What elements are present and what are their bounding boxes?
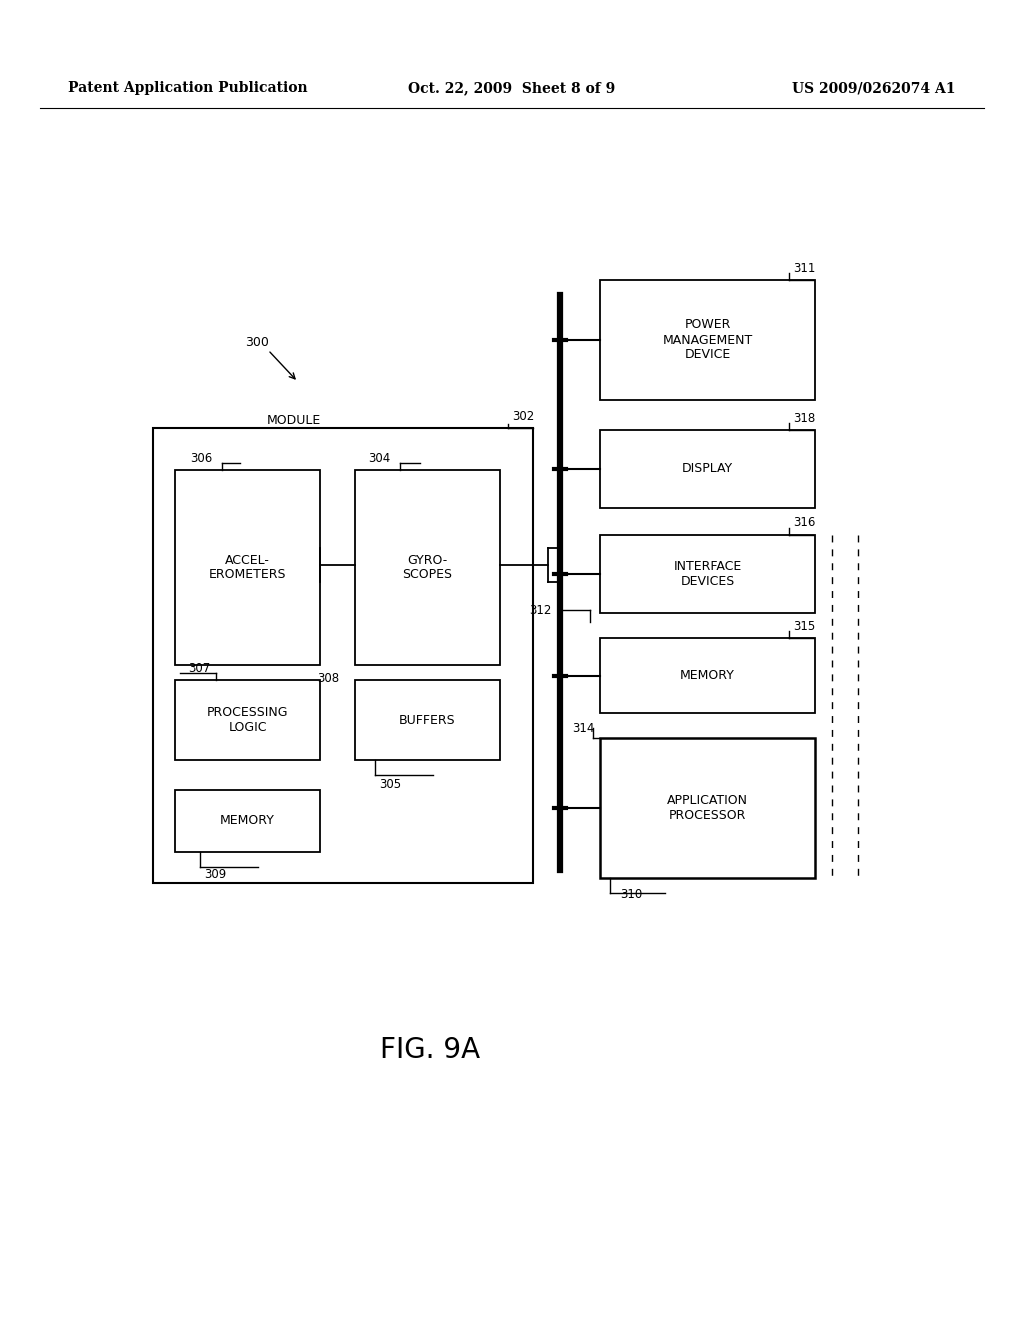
Text: 308: 308: [317, 672, 339, 685]
Text: 315: 315: [793, 619, 815, 632]
Text: 300: 300: [245, 335, 269, 348]
Bar: [175, 680, 319, 760]
Text: GYRO-
SCOPES: GYRO- SCOPES: [402, 553, 453, 582]
Text: 307: 307: [188, 661, 210, 675]
Text: 306: 306: [190, 451, 212, 465]
Text: DISPLAY: DISPLAY: [682, 462, 733, 475]
Text: 305: 305: [379, 779, 401, 792]
Text: ACCEL-
EROМETERS: ACCEL- EROМETERS: [209, 553, 287, 582]
Text: MEMORY: MEMORY: [680, 669, 735, 682]
Text: Patent Application Publication: Patent Application Publication: [68, 81, 307, 95]
Text: US 2009/0262074 A1: US 2009/0262074 A1: [793, 81, 956, 95]
Text: MODULE: MODULE: [267, 413, 322, 426]
Text: BUFFERS: BUFFERS: [399, 714, 456, 726]
Text: INTERFACE
DEVICES: INTERFACE DEVICES: [674, 560, 741, 587]
Bar: [600, 280, 815, 400]
Bar: [355, 680, 500, 760]
Bar: [600, 430, 815, 508]
Text: 312: 312: [528, 603, 551, 616]
Bar: [355, 470, 500, 665]
Bar: [153, 428, 534, 883]
Bar: [175, 470, 319, 665]
Text: 304: 304: [368, 451, 390, 465]
Text: POWER
MANAGEMENT
DEVICE: POWER MANAGEMENT DEVICE: [663, 318, 753, 362]
Text: APPLICATION
PROCESSOR: APPLICATION PROCESSOR: [667, 795, 748, 822]
Bar: [600, 535, 815, 612]
Text: MEMORY: MEMORY: [220, 814, 274, 828]
Text: FIG. 9A: FIG. 9A: [380, 1036, 480, 1064]
Text: 309: 309: [204, 869, 226, 882]
Text: 302: 302: [512, 409, 535, 422]
Text: 316: 316: [793, 516, 815, 529]
Text: 314: 314: [572, 722, 594, 734]
Bar: [175, 789, 319, 851]
Bar: [600, 738, 815, 878]
Text: 311: 311: [793, 261, 815, 275]
Text: 310: 310: [620, 888, 642, 902]
Bar: [600, 638, 815, 713]
Text: Oct. 22, 2009  Sheet 8 of 9: Oct. 22, 2009 Sheet 8 of 9: [409, 81, 615, 95]
Text: PROCESSING
LOGIC: PROCESSING LOGIC: [207, 706, 288, 734]
Text: 318: 318: [793, 412, 815, 425]
